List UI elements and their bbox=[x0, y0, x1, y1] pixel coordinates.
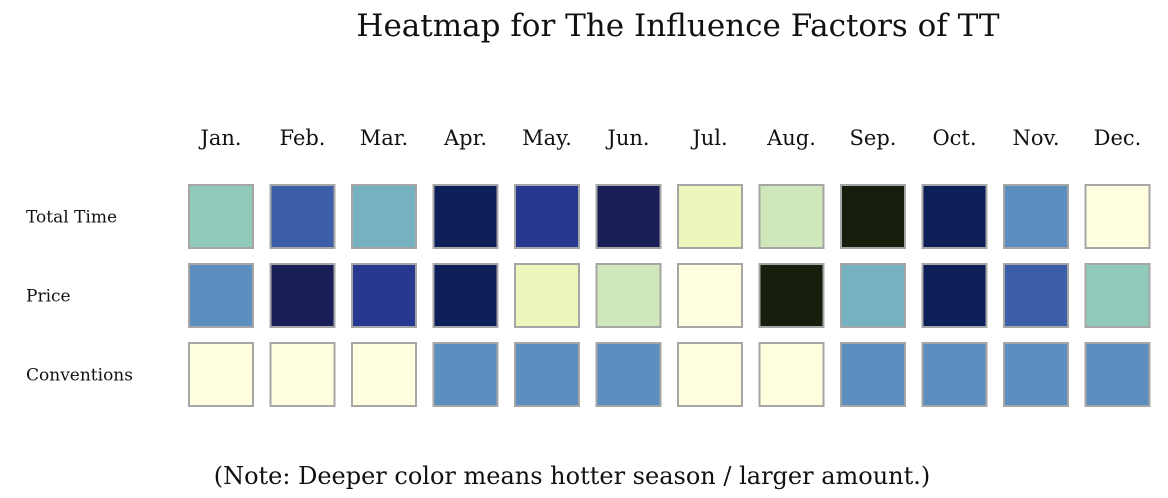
heatmap-cell bbox=[351, 263, 417, 328]
heatmap-cell bbox=[432, 342, 499, 407]
row-label: Conventions bbox=[26, 366, 133, 386]
heatmap-cell bbox=[432, 184, 499, 249]
month-label: Mar. bbox=[360, 126, 408, 150]
month-label: May. bbox=[522, 126, 572, 150]
heatmap-cell bbox=[921, 184, 988, 249]
heatmap-cell bbox=[514, 263, 580, 328]
month-label: Feb. bbox=[280, 126, 326, 150]
month-label: Oct. bbox=[932, 126, 976, 150]
heatmap-cell bbox=[1003, 342, 1069, 407]
heatmap-cell bbox=[269, 184, 336, 249]
month-label: Jul. bbox=[690, 126, 727, 150]
heatmap-cell bbox=[677, 342, 743, 407]
heatmap-cell bbox=[1003, 263, 1069, 328]
heatmap-cell bbox=[188, 263, 254, 328]
heatmap-cell bbox=[432, 263, 499, 328]
month-labels: Jan. Feb. Mar. Apr. May. Jun. Jul. Aug. Sep. Oct.… bbox=[198, 126, 1141, 150]
heatmap-cell bbox=[758, 263, 825, 328]
heatmap-cell bbox=[1084, 263, 1151, 328]
chart-title: Heatmap for The Influence Factors of TT bbox=[356, 8, 999, 44]
heatmap-cell bbox=[758, 184, 825, 249]
row-label: Price bbox=[26, 287, 71, 307]
heatmap-cell bbox=[595, 184, 662, 249]
month-label: Sep. bbox=[850, 126, 897, 150]
heatmap-cell bbox=[677, 184, 743, 249]
heatmap-cell bbox=[1003, 184, 1069, 249]
heatmap-cell bbox=[351, 184, 417, 249]
month-label: Aug. bbox=[766, 126, 816, 150]
month-label: Nov. bbox=[1012, 126, 1059, 150]
heatmap-cell bbox=[840, 342, 906, 407]
heatmap-cell bbox=[351, 342, 417, 407]
row-label: Total Time bbox=[26, 208, 117, 228]
heatmap-cells bbox=[188, 184, 1151, 407]
row-labels: Total Time Price Conventions bbox=[26, 208, 133, 386]
month-label: Jan. bbox=[198, 126, 241, 150]
heatmap-cell bbox=[269, 263, 336, 328]
heatmap-cell bbox=[269, 342, 336, 407]
heatmap-cell bbox=[840, 184, 906, 249]
heatmap-cell bbox=[758, 342, 825, 407]
month-label: Jun. bbox=[605, 126, 649, 150]
heatmap-cell bbox=[514, 184, 580, 249]
heatmap-cell bbox=[840, 263, 906, 328]
chart-note: (Note: Deeper color means hotter season … bbox=[214, 462, 931, 490]
heatmap-cell bbox=[595, 263, 662, 328]
month-label: Apr. bbox=[443, 126, 487, 150]
heatmap-cell bbox=[595, 342, 662, 407]
heatmap-cell bbox=[677, 263, 743, 328]
heatmap-cell bbox=[921, 342, 988, 407]
heatmap-cell bbox=[188, 342, 254, 407]
month-label: Dec. bbox=[1094, 126, 1142, 150]
heatmap-cell bbox=[188, 184, 254, 249]
heatmap-cell bbox=[514, 342, 580, 407]
heatmap-cell bbox=[921, 263, 988, 328]
heatmap-cell bbox=[1084, 184, 1151, 249]
heatmap-cell bbox=[1084, 342, 1151, 407]
